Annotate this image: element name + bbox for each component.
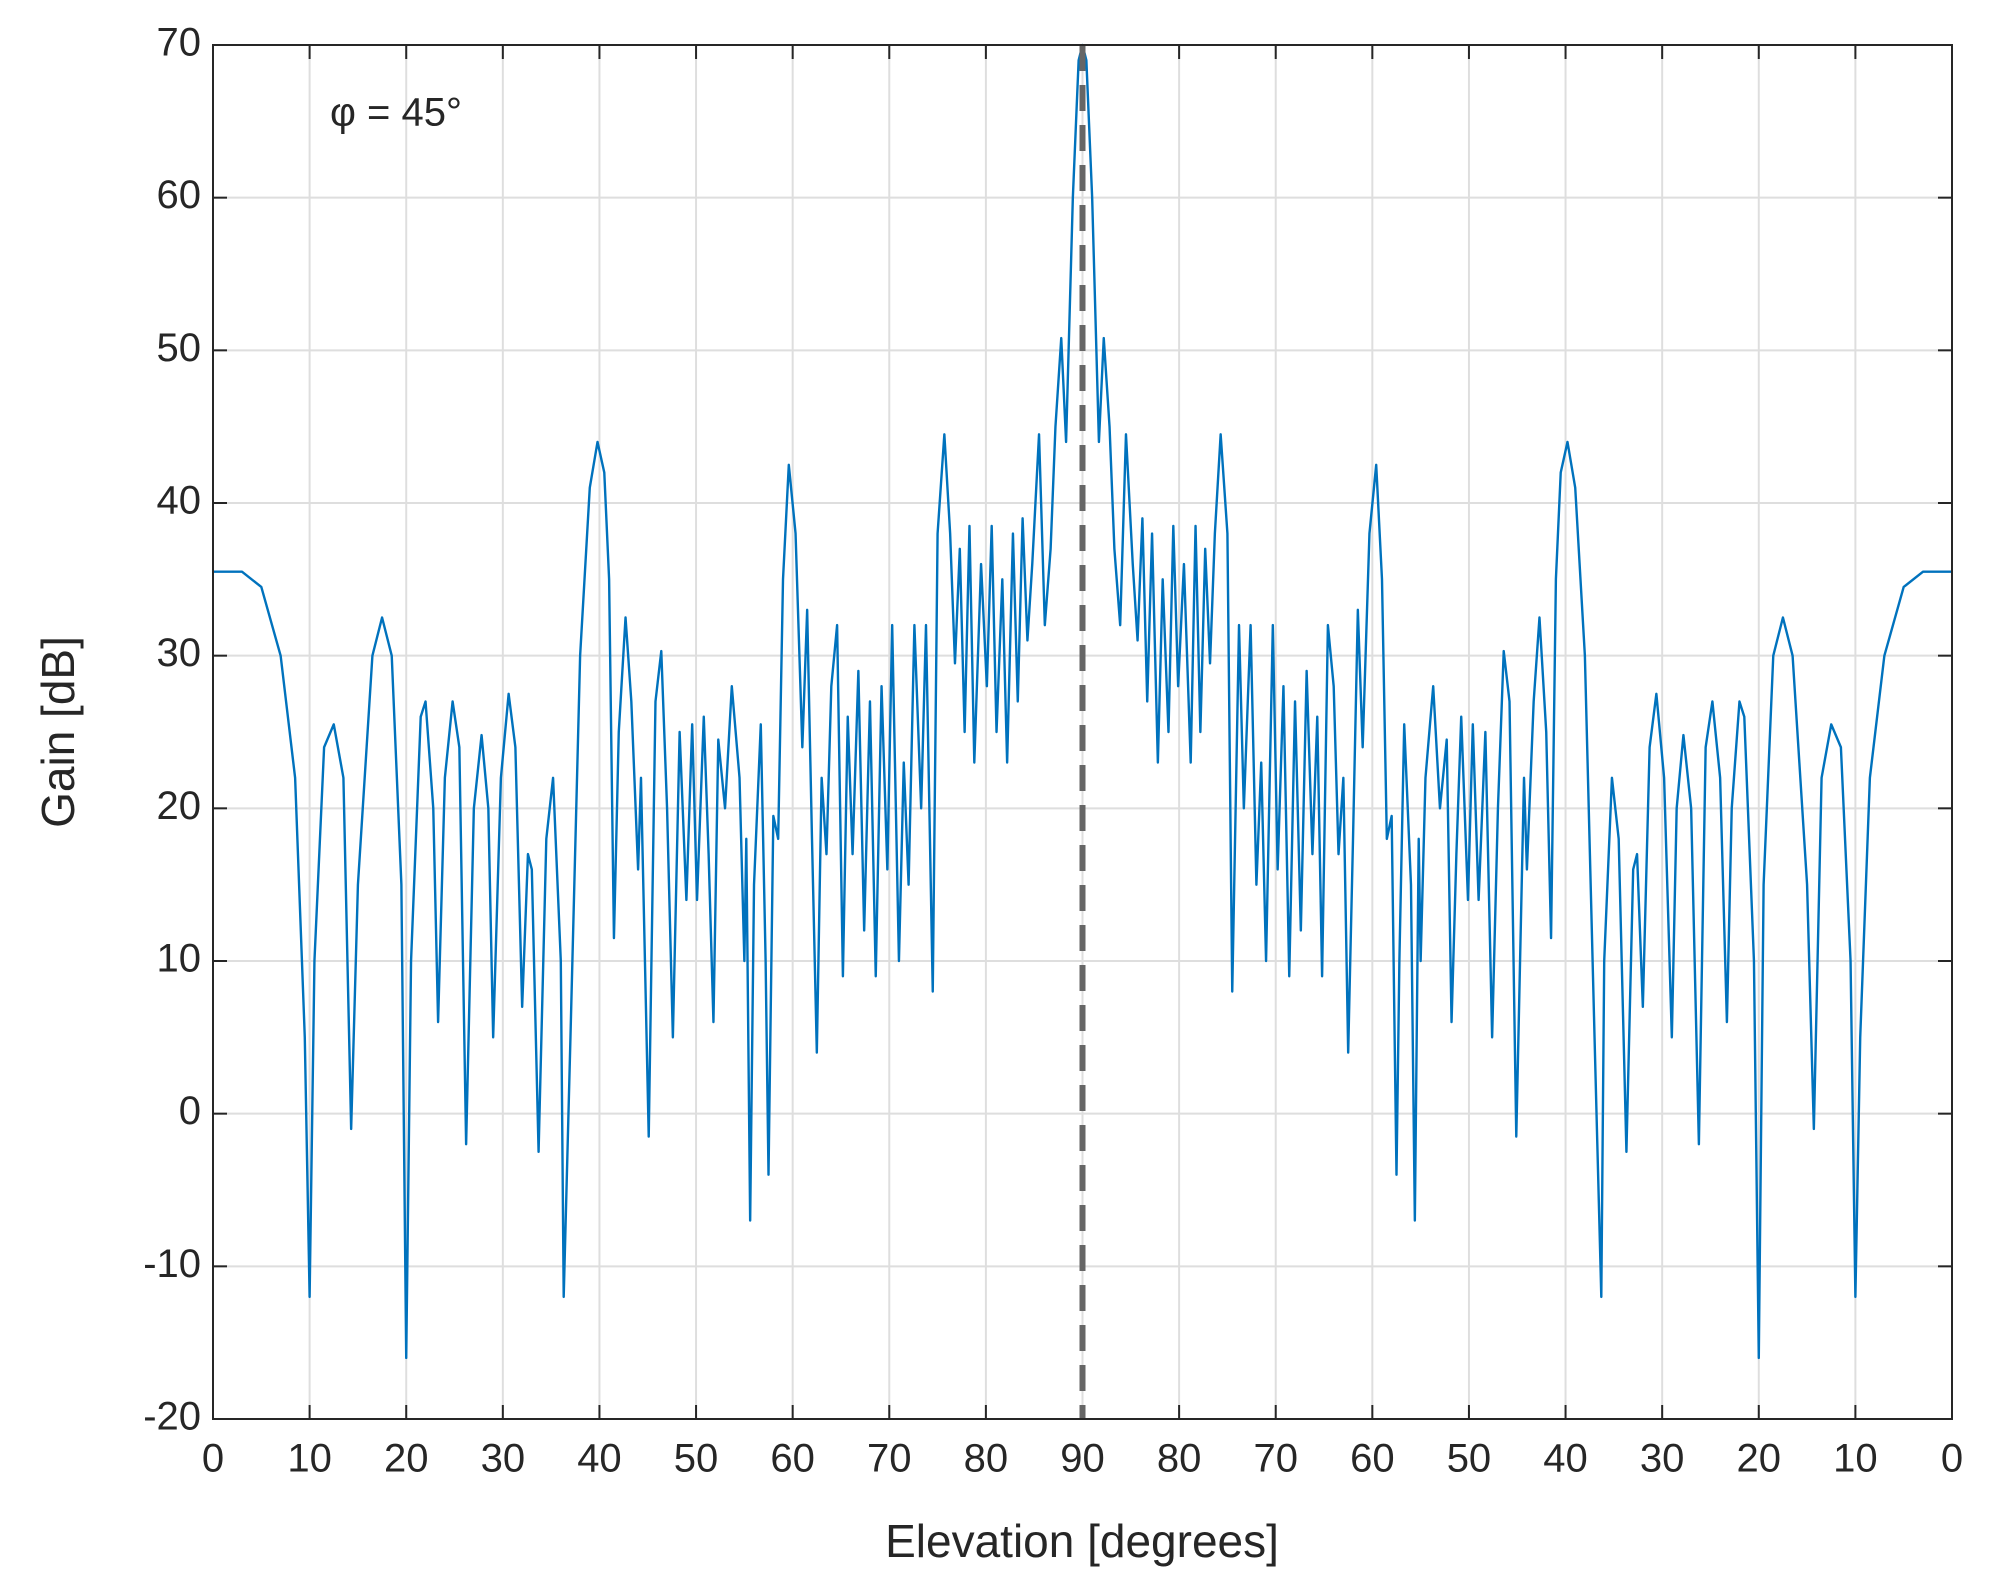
x-tick-label: 30 — [481, 1437, 526, 1481]
annotation: φ = 45° — [330, 91, 462, 135]
y-tick-label: 30 — [157, 631, 202, 675]
x-tick-label: 30 — [1640, 1437, 1685, 1481]
y-tick-label: -20 — [143, 1395, 201, 1439]
x-tick-label: 50 — [674, 1437, 719, 1481]
y-tick-label: 60 — [157, 173, 202, 217]
x-tick-label: 70 — [1253, 1437, 1298, 1481]
y-tick-label: -10 — [143, 1242, 201, 1286]
x-tick-label: 60 — [770, 1437, 815, 1481]
x-tick-label: 70 — [867, 1437, 912, 1481]
y-tick-label: 20 — [157, 784, 202, 828]
x-tick-label: 80 — [1157, 1437, 1202, 1481]
x-tick-label: 60 — [1350, 1437, 1395, 1481]
x-tick-label: 20 — [384, 1437, 429, 1481]
y-tick-label: 50 — [157, 326, 202, 370]
x-tick-label: 40 — [1543, 1437, 1588, 1481]
x-tick-label: 50 — [1447, 1437, 1492, 1481]
y-tick-label: 40 — [157, 479, 202, 523]
x-tick-label: 90 — [1060, 1437, 1105, 1481]
x-tick-label: 20 — [1737, 1437, 1782, 1481]
x-tick-label: 0 — [1941, 1437, 1963, 1481]
x-tick-label: 80 — [964, 1437, 1009, 1481]
y-tick-label: 10 — [157, 937, 202, 981]
x-axis-label: Elevation [degrees] — [885, 1515, 1279, 1567]
x-tick-label: 10 — [287, 1437, 332, 1481]
y-tick-label: 0 — [179, 1089, 201, 1133]
plot-frame — [212, 44, 1953, 1420]
x-tick-label: 0 — [202, 1437, 224, 1481]
y-axis-label: Gain [dB] — [32, 636, 84, 828]
x-tick-label: 40 — [577, 1437, 622, 1481]
y-tick-label: 70 — [157, 21, 202, 65]
x-tick-label: 10 — [1833, 1437, 1878, 1481]
